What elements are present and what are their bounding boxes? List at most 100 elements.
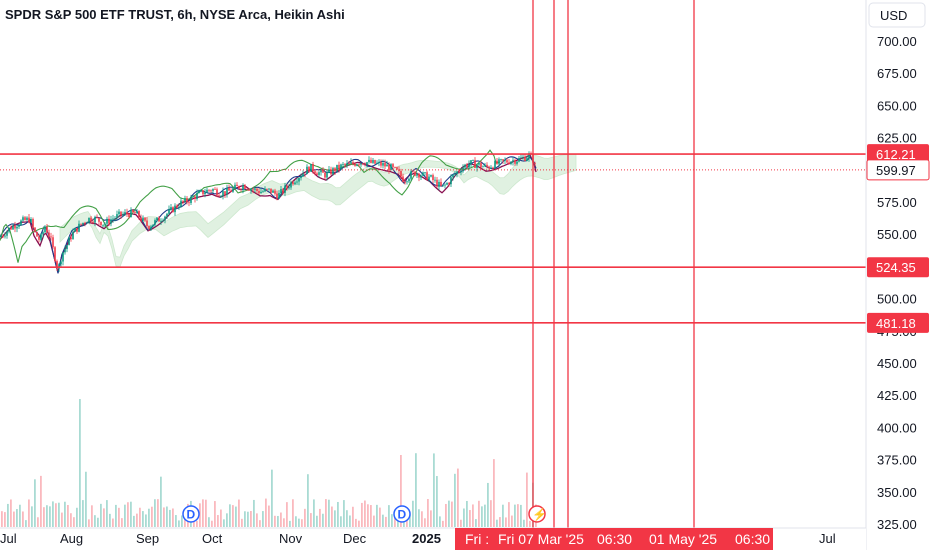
- volume-bar: [208, 517, 210, 527]
- candle-body: [256, 188, 258, 192]
- candle-body: [214, 189, 216, 190]
- candle-body: [248, 189, 250, 191]
- volume-bar: [169, 509, 171, 527]
- volume-bar: [367, 504, 369, 527]
- candle-body: [74, 228, 76, 232]
- news-marker[interactable]: ⚡: [528, 505, 547, 523]
- candle-body: [492, 167, 494, 169]
- volume-bar: [175, 515, 177, 527]
- volume-bar: [121, 518, 123, 527]
- candle-body: [126, 212, 128, 215]
- candle-body: [434, 179, 436, 181]
- candle-body: [512, 160, 514, 162]
- volume-bar: [223, 519, 225, 527]
- price-tick-label: 375.00: [877, 453, 917, 468]
- candle-body: [14, 225, 16, 229]
- candle-body: [360, 163, 362, 165]
- volume-bar: [322, 513, 324, 527]
- candle-body: [0, 235, 2, 237]
- currency-button[interactable]: [868, 2, 926, 28]
- dividend-marker-1[interactable]: D: [182, 505, 200, 523]
- volume-bar: [394, 512, 396, 527]
- candle-body: [80, 223, 82, 225]
- volume-bar: [304, 508, 306, 527]
- candle-body: [526, 158, 528, 161]
- volume-bar: [283, 518, 285, 527]
- candle-body: [408, 178, 410, 182]
- volume-bar: [382, 514, 384, 527]
- volume-bar: [97, 517, 99, 527]
- time-label: Oct: [202, 531, 223, 546]
- volume-bar: [139, 507, 141, 527]
- volume-bar: [238, 499, 240, 527]
- candle-body: [342, 164, 344, 166]
- candle-body: [238, 186, 240, 189]
- candle-body: [180, 200, 182, 207]
- vertical-markers[interactable]: [532, 0, 695, 528]
- candle-body: [258, 191, 260, 194]
- candle-body: [276, 193, 278, 199]
- candle-body: [220, 196, 222, 197]
- volume-bar: [463, 508, 465, 527]
- candle-body: [446, 183, 448, 185]
- candle-body: [364, 164, 366, 166]
- lagging-line: [0, 149, 501, 263]
- candle-body: [66, 245, 68, 250]
- candle-body: [480, 162, 482, 168]
- candle-body: [230, 190, 232, 192]
- volume-bar: [181, 515, 183, 527]
- volume-bar: [16, 509, 18, 527]
- candle-body: [510, 161, 512, 165]
- volume-bar: [433, 453, 435, 527]
- candle-body: [498, 159, 500, 164]
- volume-bar: [343, 500, 345, 527]
- candle-body: [166, 213, 168, 217]
- horizontal-levels[interactable]: [0, 153, 866, 324]
- candle-body: [424, 172, 426, 174]
- candle-body: [476, 164, 478, 168]
- time-label: Jul: [0, 531, 17, 546]
- candle-body: [376, 162, 378, 164]
- candle-body: [356, 164, 358, 166]
- price-tag-bg: [867, 312, 929, 333]
- candle-body: [336, 164, 338, 172]
- candle-body: [350, 162, 352, 164]
- candle-body: [260, 191, 262, 194]
- volume-bar: [25, 520, 27, 527]
- candle-body: [160, 220, 162, 222]
- candle-body: [98, 217, 100, 222]
- volume-bar: [211, 520, 213, 527]
- candle-body: [184, 198, 186, 202]
- volume-bar: [418, 509, 420, 527]
- volume-bar: [325, 499, 327, 527]
- price-tick-label: 450.00: [877, 356, 917, 371]
- candle-body: [490, 167, 492, 169]
- candle-body: [64, 249, 66, 253]
- volume-bar: [151, 506, 153, 527]
- candle-body: [386, 164, 388, 167]
- volume-bar: [34, 479, 36, 527]
- volume-bar: [361, 502, 363, 527]
- volume-bar: [292, 499, 294, 527]
- volume-bar: [310, 513, 312, 527]
- candle-body: [164, 216, 166, 221]
- volume-bar: [4, 512, 6, 527]
- candle-body: [314, 171, 316, 174]
- candle-body: [358, 164, 360, 166]
- candle-body: [316, 173, 318, 175]
- candle-body: [524, 156, 526, 161]
- candle-body: [326, 172, 328, 178]
- candle-body: [236, 184, 238, 187]
- dividend-marker-2[interactable]: D: [393, 505, 411, 523]
- candle-body: [162, 220, 164, 222]
- volume-bar: [88, 519, 90, 527]
- candle-body: [468, 164, 470, 168]
- candle-body: [148, 225, 150, 230]
- candle-body: [18, 225, 20, 227]
- volume-bar: [472, 504, 474, 527]
- candle-body: [338, 164, 340, 169]
- candle-body: [144, 217, 146, 221]
- volume-bar: [286, 502, 288, 527]
- volume-bar: [421, 511, 423, 527]
